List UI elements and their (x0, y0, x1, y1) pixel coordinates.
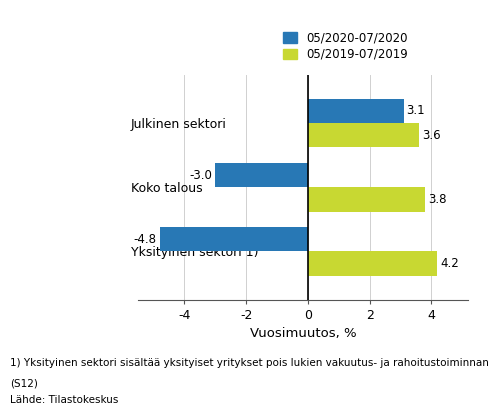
Text: 3.8: 3.8 (428, 193, 447, 206)
X-axis label: Vuosimuutos, %: Vuosimuutos, % (250, 327, 356, 340)
Bar (308, 187, 425, 212)
Text: -3.0: -3.0 (189, 168, 212, 181)
Text: 1) Yksityinen sektori sisältää yksityiset yritykset pois lukien vakuutus- ja rah: 1) Yksityinen sektori sisältää yksityise… (10, 358, 489, 368)
Text: 3.1: 3.1 (407, 104, 425, 117)
Bar (308, 251, 437, 276)
Bar (308, 123, 419, 147)
Bar (308, 99, 404, 123)
Text: (S12): (S12) (10, 379, 38, 389)
Text: 4.2: 4.2 (441, 257, 459, 270)
Text: 3.6: 3.6 (422, 129, 441, 142)
Legend: 05/2020-07/2020, 05/2019-07/2019: 05/2020-07/2020, 05/2019-07/2019 (282, 31, 408, 61)
Bar (215, 163, 308, 187)
Text: Lähde: Tilastokeskus: Lähde: Tilastokeskus (10, 395, 118, 405)
Text: -4.8: -4.8 (134, 233, 157, 246)
Bar (160, 227, 308, 251)
